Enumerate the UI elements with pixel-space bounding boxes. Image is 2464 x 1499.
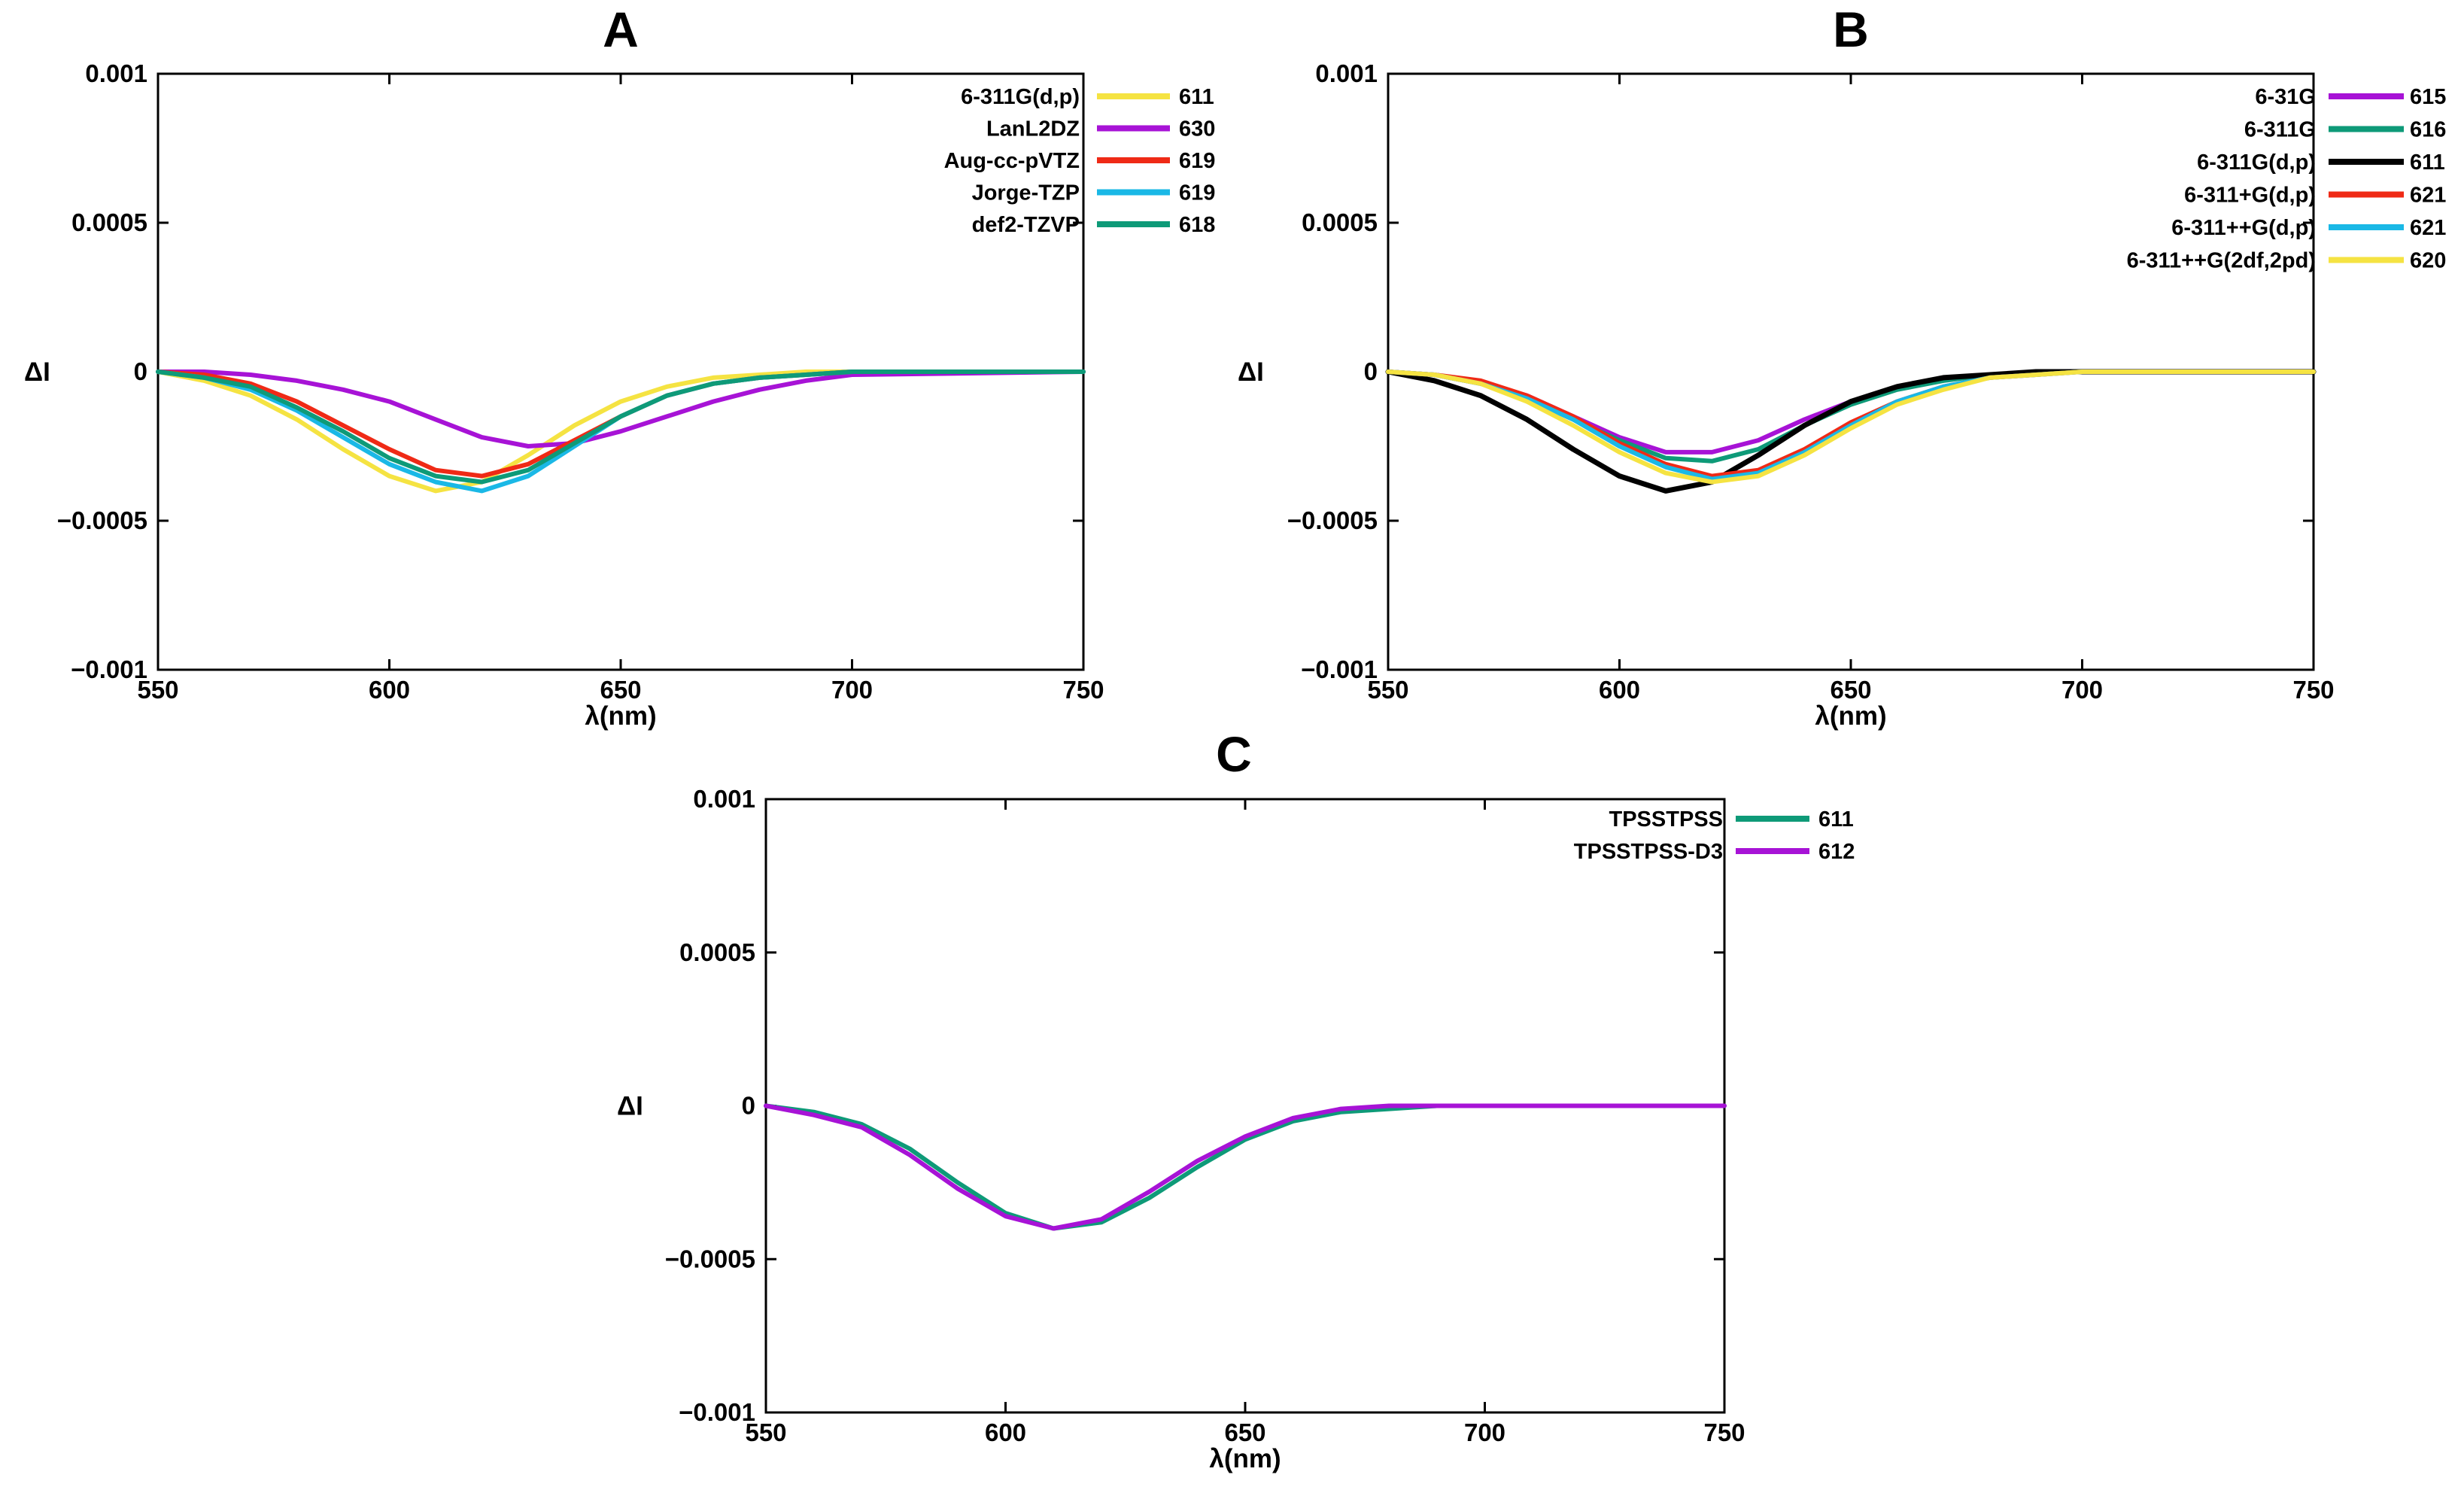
legend-label: Aug-cc-pVTZ [944, 149, 1080, 173]
y-axis-label: ΔI [1238, 357, 1264, 387]
x-tick-label: 750 [2292, 676, 2334, 704]
y-tick-label: 0.0005 [71, 208, 147, 236]
legend-value: 611 [1818, 807, 1854, 832]
x-tick-label: 650 [1224, 1418, 1265, 1446]
y-tick-label: 0.0005 [1302, 208, 1378, 236]
x-tick-label: 700 [831, 676, 873, 704]
y-axis-label: ΔI [24, 357, 50, 387]
x-tick-label: 600 [985, 1418, 1026, 1446]
x-tick-label: 550 [137, 676, 178, 704]
series-line-4 [156, 369, 1086, 485]
legend-value: 616 [2410, 118, 2446, 142]
legend-value: 619 [1179, 181, 1215, 205]
chart-panel-c: C 550 600 650 700 750 0.001 0.0005 0 −0.0005 −0.00… [617, 726, 1855, 1473]
panel-title: A [603, 2, 639, 57]
panel-title: C [1216, 726, 1252, 782]
series-line-5 [1386, 369, 2316, 485]
x-tick-label: 600 [369, 676, 410, 704]
series-line-4 [1386, 369, 2316, 482]
x-tick-label: 600 [1599, 676, 1640, 704]
y-tick-label: 0 [742, 1092, 755, 1120]
legend-label: 6-311+G(d,p) [2184, 184, 2316, 208]
panel-title: B [1833, 2, 1869, 57]
series-line-1 [1386, 369, 2316, 464]
legend-value: 612 [1818, 840, 1855, 864]
x-tick-label: 550 [745, 1418, 786, 1446]
legend-label: def2-TZVP [972, 213, 1080, 237]
x-tick-label: 750 [1703, 1418, 1745, 1446]
y-tick-label: −0.0005 [57, 506, 147, 534]
y-tick-label: 0 [1364, 357, 1378, 385]
legend-label: TPSSTPSS [1609, 807, 1724, 832]
x-axis-label: λ(nm) [1815, 701, 1886, 731]
y-tick-label: 0.001 [1315, 59, 1378, 87]
legend-value: 615 [2410, 85, 2446, 109]
legend-value: 618 [1179, 213, 1215, 237]
legend-value: 611 [1179, 85, 1214, 109]
legend-label: 6-311G(d,p) [2197, 151, 2316, 175]
x-tick-label: 650 [1830, 676, 1871, 704]
series-line-1 [764, 1103, 1727, 1231]
legend-label: 6-311++G(d,p) [2171, 216, 2316, 240]
legend-label: 6-31G [2255, 85, 2316, 109]
x-tick-label: 750 [1062, 676, 1104, 704]
series-line-2 [156, 369, 1086, 479]
legend-label: 6-311G(d,p) [961, 85, 1080, 109]
y-tick-label: 0 [134, 357, 147, 385]
legend-value: 611 [2410, 151, 2445, 175]
y-tick-label: 0.001 [85, 59, 147, 87]
series-line-0 [1386, 369, 2316, 455]
legend-value: 620 [2410, 249, 2446, 273]
legend-value: 621 [2410, 184, 2446, 208]
x-tick-label: 700 [2061, 676, 2103, 704]
legend-label: 6-311++G(2df,2pd) [2127, 249, 2316, 273]
chart-panel-b: B 550 600 650 700 750 0.001 0.0005 0 −0.0005 −0.00… [1238, 2, 2446, 731]
y-tick-label: −0.001 [1301, 655, 1378, 683]
series-line-0 [764, 1103, 1727, 1231]
y-tick-label: −0.001 [679, 1398, 755, 1426]
series-line-0 [156, 369, 1086, 494]
x-axis-label: λ(nm) [1209, 1444, 1281, 1473]
legend-value: 630 [1179, 117, 1215, 141]
chart-panel-a: A 550 600 650 700 750 0.001 0.0005 0 −0.0005 −0.00… [24, 2, 1215, 731]
x-tick-label: 650 [600, 676, 641, 704]
x-tick-label: 550 [1367, 676, 1408, 704]
legend-value: 619 [1179, 149, 1215, 173]
y-tick-label: −0.0005 [1287, 506, 1378, 534]
series-line-1 [156, 369, 1086, 448]
legend-value: 621 [2410, 216, 2446, 240]
y-tick-label: 0.001 [693, 785, 755, 813]
y-axis-label: ΔI [617, 1092, 643, 1121]
legend-label: LanL2DZ [986, 117, 1080, 141]
y-tick-label: −0.001 [71, 655, 147, 683]
x-tick-label: 700 [1464, 1418, 1505, 1446]
x-axis-label: λ(nm) [585, 701, 656, 731]
y-tick-label: 0.0005 [679, 938, 755, 966]
legend-label: Jorge-TZP [972, 181, 1080, 205]
legend-label: 6-311G [2244, 118, 2316, 142]
series-line-2 [1385, 369, 2317, 494]
legend-label: TPSSTPSS-D3 [1574, 840, 1723, 864]
y-tick-label: −0.0005 [665, 1245, 755, 1272]
